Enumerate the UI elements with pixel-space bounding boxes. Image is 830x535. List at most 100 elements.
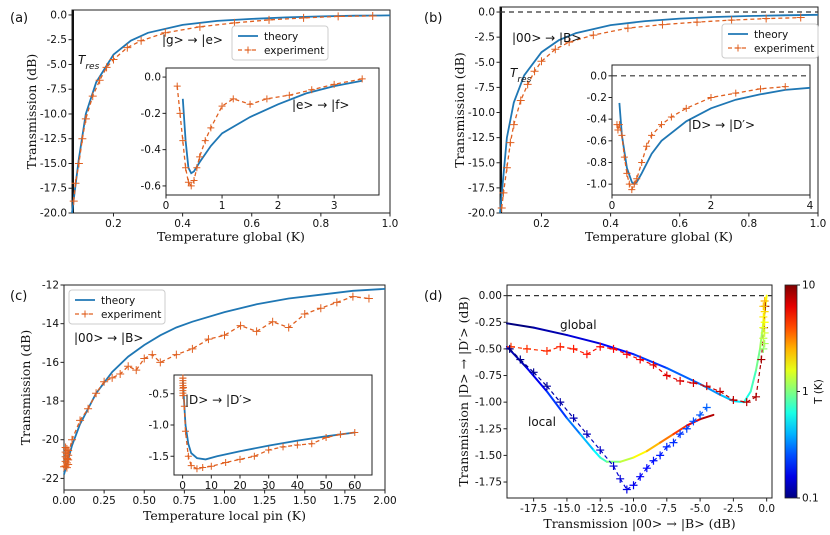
x-tick-label: 1.0 xyxy=(382,218,399,230)
global-experiment-line xyxy=(639,358,654,366)
legend-theory-label: theory xyxy=(264,31,298,43)
x-tick-label: 0.75 xyxy=(173,495,196,507)
global-annotation: global xyxy=(560,318,597,332)
local-experiment-line xyxy=(679,428,688,435)
y-tick-label: -0.25 xyxy=(475,317,502,329)
colorbar-tick-label: 10 xyxy=(802,280,815,292)
y-tick-label: -20 xyxy=(42,434,59,446)
y-tick-label: -0.8 xyxy=(587,157,608,169)
plot-area xyxy=(506,284,773,499)
local-experiment-line xyxy=(672,433,681,443)
x-tick-label: 40 xyxy=(291,480,304,492)
experiment-marker xyxy=(61,462,70,471)
x-tick-label: 0 xyxy=(179,480,186,492)
x-tick-label: 3 xyxy=(331,200,338,212)
experiment-marker xyxy=(334,12,343,21)
experiment-marker xyxy=(68,435,77,444)
experiment-marker xyxy=(523,80,532,89)
experiment-marker xyxy=(537,57,546,66)
experiment-line xyxy=(63,295,369,468)
experiment-marker xyxy=(497,203,506,212)
global-theory-segment xyxy=(632,353,668,370)
y-tick-label: -0.6 xyxy=(587,135,608,147)
local-experiment-line xyxy=(586,433,601,451)
experiment-marker xyxy=(293,441,301,449)
local-experiment-line xyxy=(546,385,561,403)
experiment-marker xyxy=(207,124,215,132)
experiment-marker xyxy=(140,354,149,363)
local-experiment-line xyxy=(699,407,708,416)
experiment-marker xyxy=(236,455,244,463)
local-theory-segment xyxy=(579,433,595,452)
experiment-marker xyxy=(62,463,71,472)
x-tick-label: 1.25 xyxy=(253,495,276,507)
y-tick-label: -12.5 xyxy=(40,133,67,145)
experiment-marker xyxy=(727,16,736,25)
theory-line xyxy=(499,13,819,214)
local-experiment-line xyxy=(659,446,668,456)
inset-plot-area xyxy=(165,67,380,196)
local-theory-segment xyxy=(565,417,582,436)
global-experiment-line xyxy=(706,385,721,393)
y-tick-label: -10.0 xyxy=(468,107,495,119)
experiment-marker xyxy=(81,114,90,123)
experiment-marker xyxy=(252,327,261,336)
x-tick-label: 2.00 xyxy=(373,495,396,507)
local-experiment-line xyxy=(639,467,648,478)
experiment-marker xyxy=(615,121,623,129)
experiment-marker xyxy=(332,298,341,307)
experiment-marker xyxy=(693,18,702,27)
experiment-marker xyxy=(187,182,195,190)
experiment-marker xyxy=(614,126,622,134)
experiment-marker xyxy=(187,462,195,470)
experiment-marker xyxy=(100,377,109,386)
experiment-marker xyxy=(265,446,273,454)
panel-label: (d) xyxy=(424,289,442,304)
legend-frame xyxy=(721,23,819,59)
experiment-marker xyxy=(172,350,181,359)
experiment-marker xyxy=(682,104,690,112)
experiment-marker xyxy=(71,179,80,188)
global-experiment-line xyxy=(546,346,561,352)
experiment-marker xyxy=(220,331,229,340)
experiment-marker xyxy=(184,452,192,460)
experiment-marker xyxy=(176,109,184,117)
x-tick-label: 0.50 xyxy=(133,495,156,507)
inset-theory-line xyxy=(182,381,355,461)
experiment-marker xyxy=(757,85,764,93)
global-experiment-line xyxy=(510,346,528,350)
experiment-marker xyxy=(300,310,309,319)
x-tick-label: -15.0 xyxy=(553,503,580,515)
experiment-marker xyxy=(218,102,226,110)
experiment-marker xyxy=(76,416,85,425)
local-experiment-marker xyxy=(649,456,658,465)
inset-annotation: |D> → |D′> xyxy=(185,393,252,407)
x-tick-label: 50 xyxy=(319,480,332,492)
y-tick-label: -5.0 xyxy=(475,57,496,69)
local-experiment-line xyxy=(519,359,535,373)
y-tick-label: -1.75 xyxy=(475,477,502,489)
annotation-part: |00> → |B> xyxy=(74,331,143,345)
local-theory-segment xyxy=(592,449,602,459)
experiment-marker xyxy=(148,350,157,359)
experiment-marker xyxy=(623,24,632,33)
local-experiment-line xyxy=(533,371,548,387)
legend: theory experiment xyxy=(231,25,329,61)
y-tick-label: -0.50 xyxy=(475,343,502,355)
legend: theory experiment xyxy=(721,23,819,59)
global-experiment-marker xyxy=(689,378,698,387)
experiment-marker xyxy=(348,292,357,301)
experiment-marker xyxy=(204,335,213,344)
x-tick-label: 2 xyxy=(275,200,282,212)
local-experiment-line xyxy=(633,476,641,486)
x-tick-label: -10.0 xyxy=(620,503,647,515)
experiment-marker xyxy=(648,131,656,139)
x-tick-label: 0.4 xyxy=(174,218,191,230)
y-tick-label: -12 xyxy=(42,280,59,292)
local-experiment-line xyxy=(613,465,621,480)
local-experiment-marker xyxy=(696,410,705,419)
experiment-marker xyxy=(762,14,771,23)
experiment-marker xyxy=(506,138,515,147)
inset-annotation: |e> → |f> xyxy=(292,98,350,112)
global-experiment-marker xyxy=(760,328,769,337)
